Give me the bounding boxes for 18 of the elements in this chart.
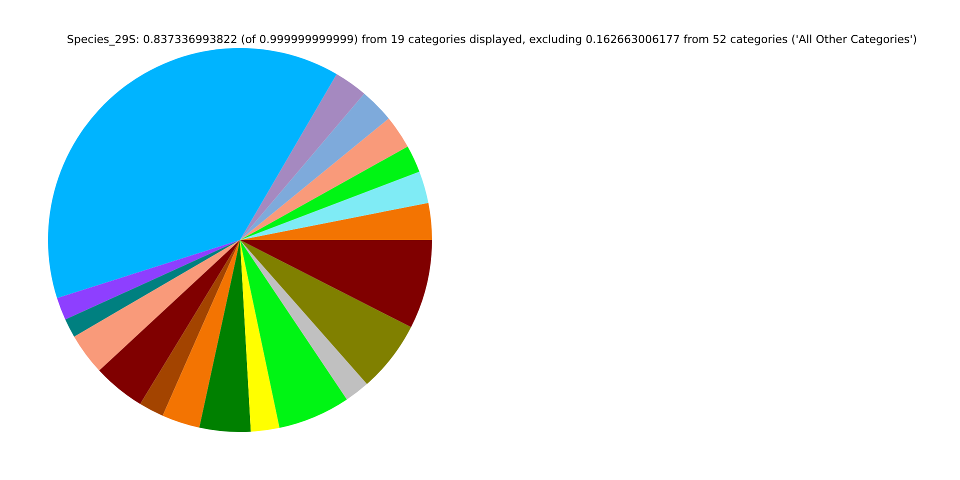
pie-slice: [140, 240, 240, 416]
pie-slice: [240, 146, 420, 240]
pie-slice: [199, 240, 251, 432]
text: Species_29S: 0.837336993822 (of 0.999999999999) from 19 categories displayed, excluding 0.162663006177 from 52 categories ('All Other Categories'): [66, 33, 918, 46]
pie-slice: [162, 240, 240, 428]
pie-slice: [74, 240, 240, 371]
pie-slice: [240, 74, 364, 240]
pie-slice: [240, 202, 432, 240]
pie-slice: [65, 240, 240, 337]
pie-slice: [240, 240, 280, 432]
pie-slice: [240, 240, 347, 428]
pie-slice: [240, 94, 389, 240]
pie-slice: [240, 118, 408, 240]
pie-slice: [240, 240, 367, 400]
pie-slice: [240, 240, 412, 384]
pie-slice: [240, 172, 428, 240]
pie-slice: [48, 48, 337, 298]
pie-slice: [57, 240, 240, 320]
